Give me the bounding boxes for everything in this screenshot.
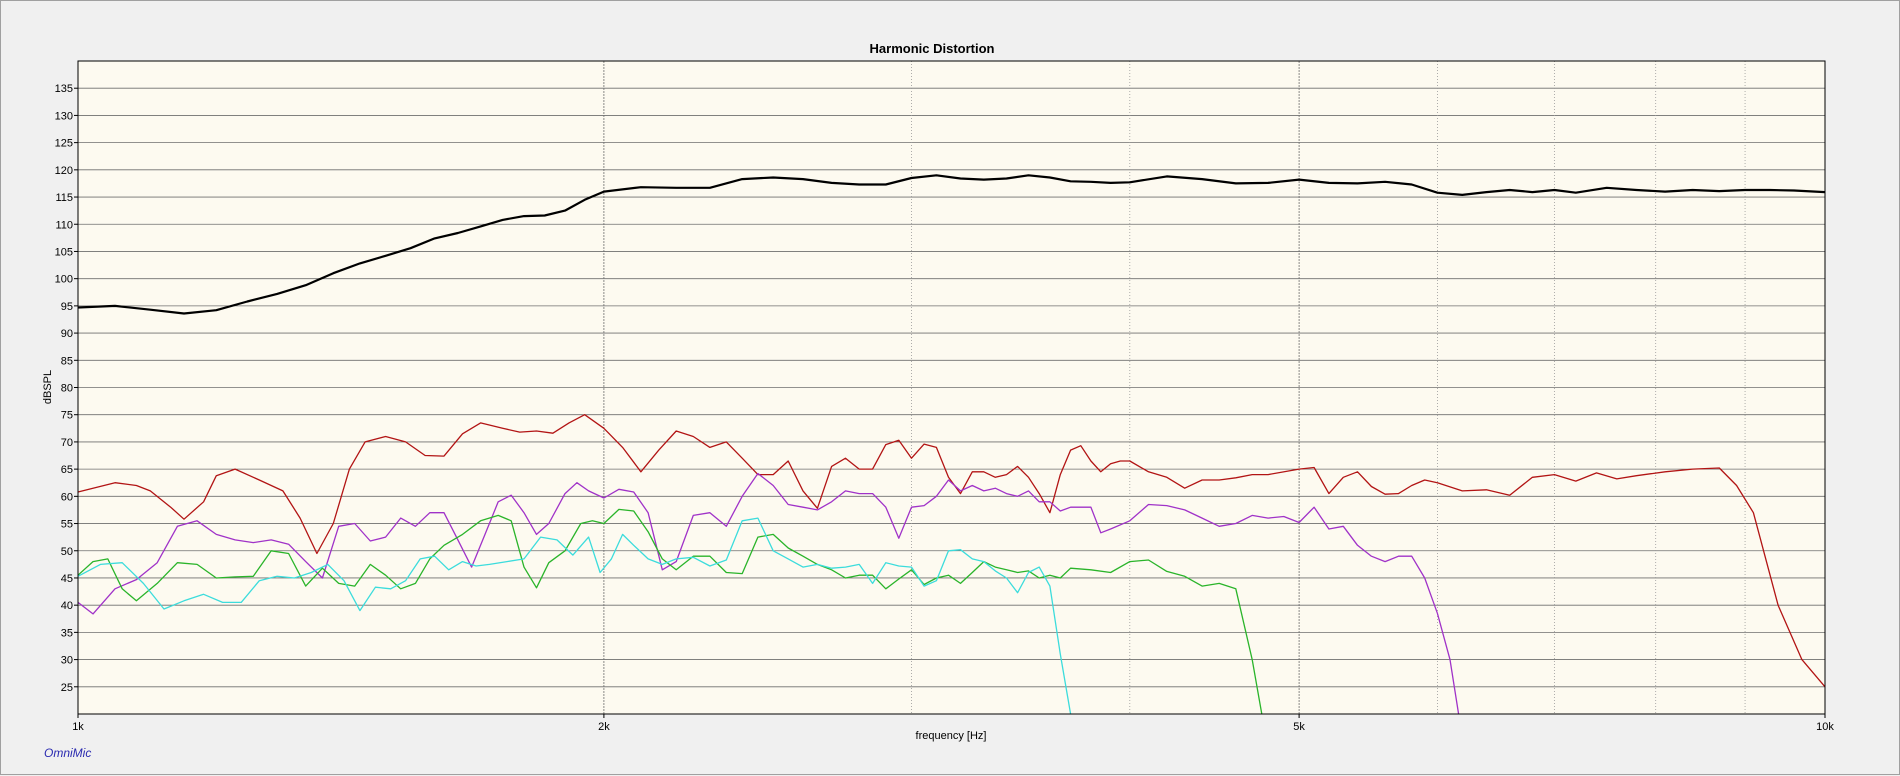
y-tick-label: 75 — [61, 410, 73, 422]
y-tick-label: 45 — [61, 573, 73, 585]
y-tick-label: 110 — [55, 219, 73, 231]
series-lines — [77, 174, 1826, 715]
brand-label: OmniMic — [44, 746, 92, 760]
y-tick-label: 115 — [55, 192, 73, 204]
y-tick-label: 50 — [61, 546, 73, 558]
series-line-4 — [77, 508, 1263, 715]
x-tick-label: 2k — [598, 721, 610, 733]
y-tick-label: 70 — [61, 437, 73, 449]
y-tick-label: 85 — [61, 355, 73, 367]
y-tick-label: 120 — [55, 165, 73, 177]
y-tick-label: 105 — [55, 246, 73, 258]
x-tick-label: 5k — [1293, 721, 1305, 733]
y-tick-label: 35 — [61, 627, 73, 639]
x-tick-labels: 1k 2k 5k 10k — [72, 714, 1834, 733]
series-line-1 — [77, 174, 1826, 315]
series-line-3 — [77, 472, 1460, 715]
y-tick-label: 125 — [55, 138, 73, 150]
y-tick-label: 25 — [61, 682, 73, 694]
horizontal-gridlines — [78, 87, 1825, 688]
y-tick-label: 100 — [55, 274, 73, 286]
x-axis-label: frequency [Hz] — [916, 730, 987, 742]
y-tick-label: 95 — [61, 301, 73, 313]
series-line-5 — [77, 517, 1072, 715]
vertical-gridlines — [603, 61, 1746, 714]
y-tick-label: 135 — [55, 83, 73, 95]
y-tick-label: 40 — [61, 600, 73, 612]
y-tick-label: 80 — [61, 383, 73, 395]
y-tick-label: 130 — [55, 110, 73, 122]
chart-title: Harmonic Distortion — [870, 41, 995, 56]
y-tick-labels: 25 30 35 40 45 50 55 60 65 70 75 80 85 90 95 100 105 110 1… — [55, 83, 78, 694]
y-tick-label: 90 — [61, 328, 73, 340]
y-axis-label: dBSPL — [42, 370, 54, 404]
y-tick-label: 55 — [61, 519, 73, 531]
x-tick-label: 10k — [1816, 721, 1834, 733]
y-tick-label: 65 — [61, 464, 73, 476]
x-tick-label: 1k — [72, 721, 84, 733]
y-tick-label: 60 — [61, 491, 73, 503]
y-tick-label: 30 — [61, 655, 73, 667]
